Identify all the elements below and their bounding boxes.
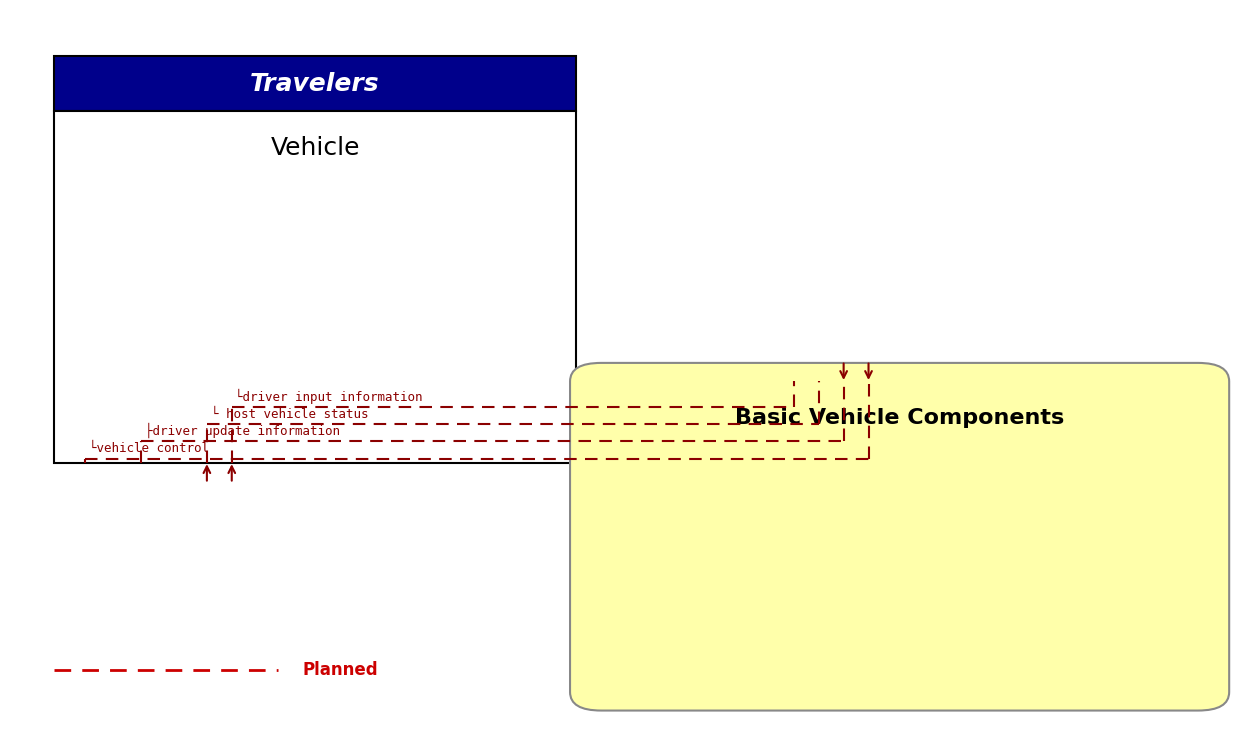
Text: Basic Vehicle Components: Basic Vehicle Components (735, 408, 1064, 429)
Text: Vehicle: Vehicle (270, 136, 359, 160)
Text: Planned: Planned (303, 661, 378, 679)
Text: └ host vehicle status: └ host vehicle status (210, 408, 368, 420)
Bar (54, 56, 576, 111)
Text: └driver input information: └driver input information (235, 388, 423, 404)
Text: └vehicle control: └vehicle control (89, 442, 209, 456)
FancyBboxPatch shape (570, 363, 1229, 711)
Text: Travelers: Travelers (250, 72, 379, 96)
Text: ├driver update information: ├driver update information (145, 422, 339, 438)
Bar (54, 111, 576, 463)
